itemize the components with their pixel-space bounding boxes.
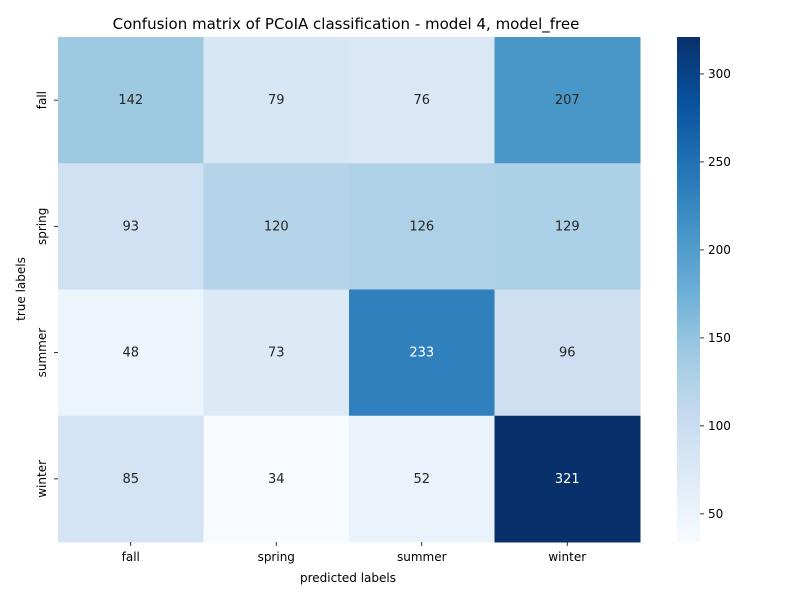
heatmap-cell	[349, 37, 495, 164]
cell-value-label: 207	[555, 93, 580, 108]
heatmap-cell	[58, 415, 204, 543]
cell-value-label: 79	[268, 93, 285, 108]
y-tick-label: fall	[35, 91, 49, 109]
heatmap-cell	[349, 289, 495, 417]
cell-value-label: 76	[413, 93, 430, 108]
heatmap-cell	[203, 37, 350, 164]
y-axis-ticks: fall spring summer winter	[35, 91, 58, 498]
heatmap-cell	[494, 289, 641, 417]
colorbar-tick-label: 250	[708, 155, 731, 169]
colorbar-tick-label: 200	[708, 243, 731, 257]
heatmap-cell	[494, 37, 641, 164]
cell-value-label: 34	[268, 472, 285, 487]
cell-value-label: 142	[118, 93, 143, 108]
cell-value-label: 321	[555, 472, 580, 487]
x-tick-label: spring	[258, 550, 295, 564]
colorbar-ticks: 50 100 150 200 250 300	[700, 67, 731, 521]
x-axis-ticks: fall spring summer winter	[122, 542, 586, 564]
cell-value-label: 85	[122, 472, 139, 487]
chart-title: Confusion matrix of PCoIA classification…	[113, 15, 580, 34]
cell-value-label: 120	[264, 219, 289, 234]
heatmap-cell	[203, 415, 350, 543]
cell-value-label: 96	[559, 346, 576, 361]
x-tick-label: summer	[397, 550, 447, 564]
heatmap-cell	[349, 163, 495, 290]
colorbar-tick-label: 300	[708, 67, 731, 81]
heatmap-cell	[494, 163, 641, 290]
colorbar-tick-label: 50	[708, 507, 723, 521]
heatmap-cell	[203, 163, 350, 290]
cell-value-label: 48	[122, 346, 139, 361]
y-tick-label: winter	[35, 460, 49, 498]
heatmap-cell-labels: 142 79 76 207 93 120 126 129 48 73 233 96 85 34 52 321	[118, 93, 579, 487]
x-tick-label: winter	[548, 550, 586, 564]
heatmap-cell	[58, 163, 204, 290]
heatmap-cell	[58, 37, 204, 164]
x-tick-label: fall	[122, 550, 140, 564]
colorbar-tick-label: 150	[708, 331, 731, 345]
cell-value-label: 52	[413, 472, 430, 487]
cell-value-label: 129	[555, 219, 580, 234]
colorbar	[677, 37, 700, 542]
heatmap-cell	[203, 289, 350, 417]
colorbar-tick-label: 100	[708, 419, 731, 433]
y-tick-label: spring	[35, 208, 49, 245]
heatmap-cell	[58, 289, 204, 417]
heatmap-cells	[58, 37, 641, 543]
cell-value-label: 126	[409, 219, 434, 234]
cell-value-label: 93	[122, 219, 139, 234]
heatmap-cell	[494, 415, 641, 543]
x-axis-label: predicted labels	[300, 571, 396, 585]
y-axis-label: true labels	[14, 257, 28, 321]
heatmap-cell	[349, 415, 495, 543]
cell-value-label: 73	[268, 346, 285, 361]
cell-value-label: 233	[409, 346, 434, 361]
y-tick-label: summer	[35, 328, 49, 378]
